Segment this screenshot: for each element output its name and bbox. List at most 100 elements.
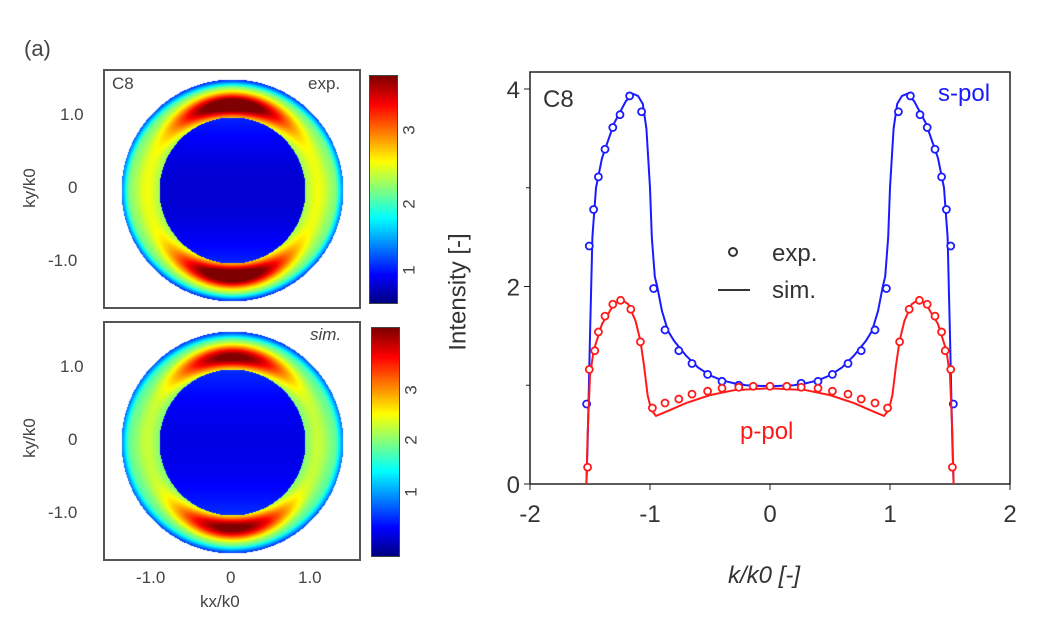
exp-point-p-pol — [748, 381, 758, 391]
ytick-label: 1.0 — [60, 105, 84, 124]
exp-point-p-pol — [660, 398, 670, 408]
exp-point-p-pol — [717, 383, 727, 393]
exp-point-p-pol — [922, 299, 932, 309]
exp-point-p-pol — [904, 304, 914, 314]
exp-point-s-pol — [717, 376, 727, 386]
colorbar-sim — [371, 327, 400, 557]
xtick-label: 0 — [226, 568, 236, 587]
legend-exp-label: exp. — [772, 240, 818, 267]
exp-point-p-pol — [940, 346, 950, 356]
heatmap-exp — [103, 69, 361, 309]
ytick-label: -1.0 — [48, 503, 78, 522]
exp-point-s-pol — [615, 110, 625, 120]
exp-point-s-pol — [856, 346, 866, 356]
exp-point-p-pol — [594, 327, 603, 337]
exp-point-p-pol — [843, 389, 853, 399]
exp-point-p-pol — [930, 311, 940, 321]
exp-point-p-pol — [703, 386, 712, 396]
sim-line-p-pol — [585, 298, 955, 485]
exp-point-p-pol — [583, 462, 592, 472]
series-label-p-pol: p-pol — [740, 418, 794, 445]
ytick-label: 1.0 — [60, 357, 84, 376]
exp-point-s-pol — [942, 205, 951, 214]
exp-point-s-pol — [843, 359, 853, 368]
exp-point-s-pol — [922, 123, 932, 132]
ytick-label: 0 — [68, 178, 78, 197]
exp-point-s-pol — [649, 284, 658, 293]
exp-point-p-pol — [600, 311, 610, 321]
exp-point-p-pol — [636, 337, 645, 347]
exp-point-p-pol — [626, 304, 636, 314]
exp-point-s-pol — [660, 325, 670, 335]
exp-point-p-pol — [590, 346, 600, 356]
legend-sim-label: sim. — [772, 277, 816, 304]
exp-point-p-pol — [946, 365, 956, 374]
panel-label: (a) — [24, 36, 51, 61]
exp-point-s-pol — [870, 325, 880, 335]
heatmap-tag-exp: exp. — [308, 74, 341, 93]
exp-point-s-pol — [813, 376, 823, 386]
exp-point-p-pol — [616, 295, 625, 305]
exp-point-s-pol — [946, 241, 956, 251]
series-label-s-pol: s-pol — [938, 80, 991, 107]
x-axis-label: k/k0 [-] — [728, 562, 801, 589]
ytick-label: 0 — [68, 430, 78, 449]
exp-point-s-pol — [608, 123, 618, 132]
heatmap-sample-label: C8 — [112, 74, 134, 93]
exp-point-p-pol — [796, 382, 806, 392]
xtick-label: 1.0 — [298, 568, 322, 587]
exp-point-s-pol — [687, 359, 697, 368]
x-tick-label: 1 — [883, 501, 896, 528]
exp-point-s-pol — [930, 144, 940, 154]
colorbar-exp — [369, 75, 398, 304]
y-tick-label: 2 — [507, 275, 520, 302]
heatmap-xlabel: kx/k0 — [200, 592, 240, 611]
exp-point-p-pol — [948, 462, 957, 472]
exp-point-s-pol — [828, 369, 837, 379]
exp-point-p-pol — [813, 383, 823, 393]
x-tick-label: -2 — [519, 501, 540, 528]
exp-point-s-pol — [882, 284, 891, 293]
exp-point-p-pol — [765, 381, 775, 391]
xtick-label: -1.0 — [136, 568, 166, 587]
exp-point-p-pol — [648, 403, 657, 413]
exp-point-s-pol — [600, 144, 610, 154]
exp-point-p-pol — [856, 394, 866, 404]
exp-point-s-pol — [906, 91, 915, 101]
exp-point-s-pol — [637, 107, 646, 117]
exp-point-p-pol — [687, 389, 697, 399]
exp-point-s-pol — [674, 346, 684, 356]
exp-point-p-pol — [915, 295, 924, 305]
exp-point-p-pol — [883, 403, 892, 413]
exp-point-p-pol — [584, 365, 594, 374]
x-tick-label: 2 — [1003, 501, 1016, 528]
y-axis-label: Intensity [-] — [444, 233, 472, 351]
exp-point-p-pol — [895, 337, 904, 347]
exp-point-p-pol — [782, 381, 792, 391]
chart-annotation: C8 — [543, 86, 574, 113]
exp-point-p-pol — [608, 299, 618, 309]
exp-point-s-pol — [594, 172, 603, 182]
x-tick-label: -1 — [639, 501, 660, 528]
exp-point-s-pol — [589, 205, 598, 214]
exp-point-s-pol — [937, 172, 946, 182]
y-tick-label: 0 — [507, 472, 520, 499]
exp-point-p-pol — [937, 327, 946, 337]
exp-point-p-pol — [734, 382, 744, 392]
y-tick-label: 4 — [507, 77, 520, 104]
heatmap-tag-sim: sim. — [310, 325, 342, 344]
ytick-label: -1.0 — [48, 251, 78, 270]
heatmap-sim — [103, 321, 361, 561]
exp-point-p-pol — [828, 386, 837, 396]
exp-point-s-pol — [703, 369, 712, 379]
exp-point-s-pol — [894, 107, 903, 117]
legend-exp-marker — [728, 247, 738, 257]
x-tick-label: 0 — [763, 501, 776, 528]
exp-point-p-pol — [870, 398, 880, 408]
exp-point-s-pol — [915, 110, 925, 120]
exp-point-s-pol — [625, 91, 634, 101]
exp-point-p-pol — [674, 394, 684, 404]
exp-point-s-pol — [584, 241, 594, 251]
